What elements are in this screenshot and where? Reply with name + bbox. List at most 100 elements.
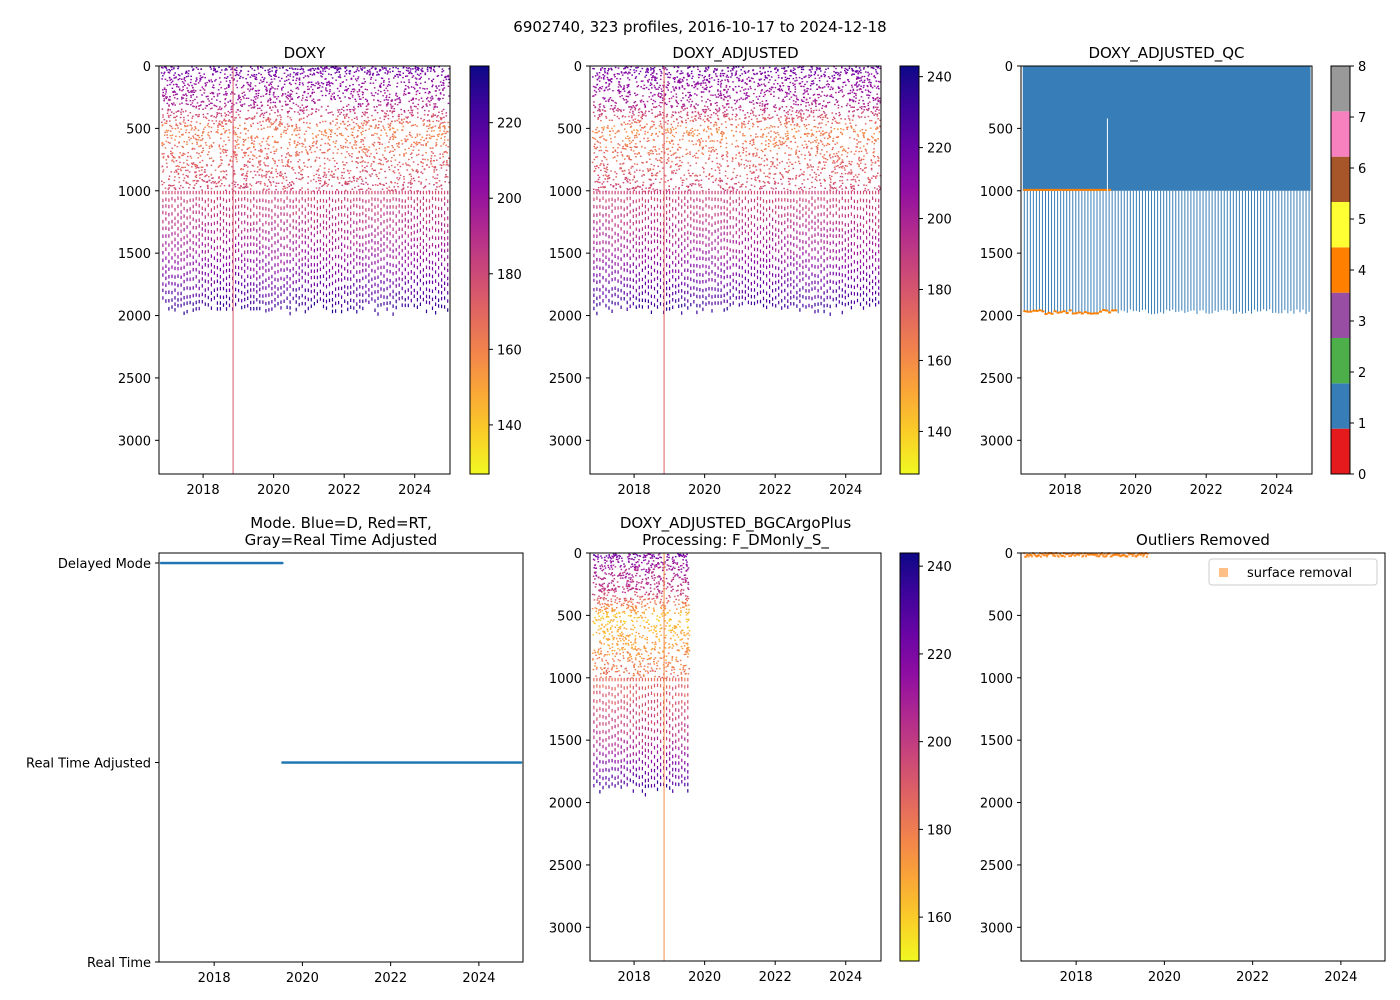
doxy-data-point — [342, 120, 344, 123]
doxy-data-point — [347, 146, 349, 149]
doxy-data-point — [444, 190, 446, 195]
doxy-data-point — [286, 275, 288, 279]
doxy-data-point — [417, 116, 419, 118]
doxy-data-point — [441, 278, 443, 282]
doxy-data-point — [209, 137, 211, 139]
doxy-data-point — [162, 226, 164, 231]
doxy-data-point — [360, 156, 363, 158]
doxy-data-point — [268, 190, 270, 195]
doxy-data-point — [235, 236, 237, 240]
doxy-data-point — [328, 210, 331, 215]
doxy-data-point — [396, 86, 398, 88]
doxy-data-point — [265, 293, 267, 298]
doxy-colorbar — [469, 65, 490, 475]
doxy-data-point — [356, 157, 358, 159]
doxy-data-point — [329, 133, 332, 135]
doxy-data-point — [355, 141, 358, 143]
doxy-data-point — [320, 66, 322, 68]
doxy-data-point — [280, 118, 282, 121]
doxy-data-points — [160, 66, 450, 474]
doxy-data-point — [195, 164, 197, 166]
doxy-data-point — [405, 152, 407, 154]
doxy-data-point — [216, 190, 218, 195]
doxy_adjusted-data-point — [629, 126, 632, 128]
doxy-data-point — [289, 246, 291, 251]
doxy-data-point — [409, 189, 412, 192]
doxy-data-point — [359, 285, 361, 289]
doxy-data-point — [320, 144, 322, 146]
doxy-data-point — [313, 100, 315, 103]
doxy-data-point — [171, 274, 173, 279]
doxy-data-point — [362, 235, 364, 239]
doxy-ytick-label: 3000 — [118, 434, 151, 449]
doxy-data-point — [199, 77, 201, 80]
doxy-data-point — [337, 148, 339, 151]
doxy-data-point — [379, 84, 381, 86]
doxy-data-point — [261, 112, 264, 115]
doxy-data-point — [165, 270, 167, 274]
doxy-data-point — [210, 254, 212, 258]
doxy-data-point — [405, 164, 408, 166]
doxy-data-point — [301, 168, 304, 171]
doxy-data-point — [356, 91, 359, 93]
doxy-data-point — [241, 290, 243, 295]
doxy-data-point — [184, 80, 186, 82]
doxy-data-point — [204, 142, 207, 144]
doxy-data-point — [275, 71, 277, 73]
doxy-data-point — [162, 190, 164, 195]
doxy-data-point — [322, 283, 325, 287]
doxy-data-point — [242, 143, 244, 146]
doxy-data-point — [350, 90, 353, 93]
doxy-data-point — [430, 66, 432, 69]
doxy-data-point — [216, 213, 218, 217]
doxy_adjusted-data-point — [736, 189, 738, 191]
doxy-data-point — [317, 67, 319, 69]
doxy-data-point — [304, 198, 306, 203]
doxy-data-point — [331, 274, 334, 278]
doxy-data-point — [444, 237, 446, 241]
doxy-data-point — [200, 101, 203, 103]
doxy-data-point — [189, 230, 191, 235]
doxy-data-point — [177, 67, 179, 70]
doxy-data-point — [251, 68, 253, 70]
doxy-data-point — [447, 146, 449, 148]
doxy-data-point — [301, 211, 303, 215]
doxy-data-point — [441, 222, 443, 226]
doxy-data-point — [380, 230, 382, 235]
doxy-data-point — [287, 98, 290, 100]
doxy-data-point — [403, 178, 405, 180]
doxy-data-point — [228, 184, 231, 186]
doxy-data-point — [275, 129, 277, 131]
doxy-data-point — [250, 288, 252, 292]
doxy-data-point — [330, 98, 332, 100]
doxy_adjusted-data-point — [635, 134, 638, 136]
doxy-data-point — [182, 97, 185, 99]
doxy-data-point — [162, 296, 164, 300]
doxy-data-point — [319, 230, 321, 234]
doxy-data-point — [422, 162, 424, 164]
doxy-data-point — [322, 190, 325, 195]
doxy-data-point — [271, 208, 273, 213]
doxy-data-point — [253, 106, 256, 108]
doxy-data-point — [364, 88, 367, 90]
doxy_adjusted-data-point — [771, 163, 774, 166]
doxy-data-point — [404, 93, 407, 96]
doxy-data-point — [174, 93, 177, 96]
doxy-data-point — [161, 108, 164, 110]
doxy-data-point — [218, 92, 221, 95]
doxy-data-point — [296, 74, 299, 76]
doxy-data-point — [307, 85, 309, 88]
doxy-data-point — [224, 150, 227, 152]
doxy-data-point — [212, 180, 214, 183]
doxy-data-point — [216, 252, 218, 256]
doxy-data-point — [234, 173, 236, 175]
doxy-data-point — [294, 68, 297, 70]
doxy-data-point — [235, 72, 238, 74]
doxy-data-point — [236, 86, 239, 89]
doxy-data-point — [408, 158, 410, 161]
doxy-data-point — [295, 226, 297, 230]
doxy-data-point — [213, 66, 215, 68]
doxy-data-point — [335, 199, 337, 204]
doxy-data-point — [307, 251, 309, 255]
doxy_adjusted-data-point — [714, 179, 717, 182]
